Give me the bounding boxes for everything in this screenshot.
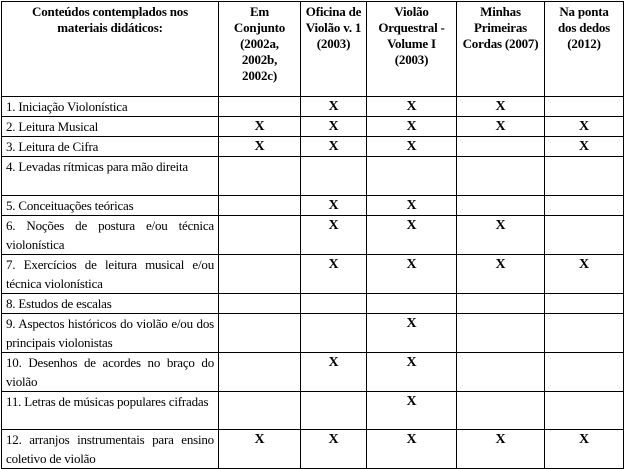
mark-cell: X	[300, 96, 367, 117]
mark-cell: X	[456, 215, 545, 255]
column-header: Minhas Primeiras Cordas (2007)	[456, 1, 545, 97]
table-row: 12. arranjos instrumentais para ensino c…	[1, 429, 624, 469]
row-label: 12. arranjos instrumentais para ensino c…	[1, 429, 219, 469]
row-label: 11. Letras de músicas populares cifradas	[1, 391, 219, 430]
mark-cell	[300, 391, 367, 430]
column-header: Violão Orquestral - Volume I (2003)	[366, 1, 457, 97]
mark-cell: X	[366, 254, 457, 294]
mark-cell	[218, 313, 301, 353]
mark-cell: X	[544, 116, 624, 137]
mark-cell	[544, 293, 624, 314]
table-row: 4. Levadas rítmicas para mão direita	[1, 156, 624, 196]
table-row: 11. Letras de músicas populares cifradas…	[1, 391, 624, 430]
mark-cell: X	[300, 136, 367, 157]
row-label: 1. Iniciação Violonística	[1, 96, 219, 117]
mark-cell	[300, 293, 367, 314]
mark-cell	[456, 156, 545, 196]
mark-cell: X	[218, 429, 301, 469]
mark-cell: X	[366, 195, 457, 216]
mark-cell	[218, 215, 301, 255]
mark-cell: X	[366, 429, 457, 469]
table-row: 10. Desenhos de acordes no braço do viol…	[1, 352, 624, 392]
mark-cell	[456, 313, 545, 353]
mark-cell: X	[300, 215, 367, 255]
mark-cell: X	[366, 136, 457, 157]
mark-cell: X	[300, 195, 367, 216]
row-label: 2. Leitura Musical	[1, 116, 219, 137]
row-label: 6. Noções de postura e/ou técnica violon…	[1, 215, 219, 255]
mark-cell: X	[300, 116, 367, 137]
column-header: Na ponta dos dedos (2012)	[544, 1, 624, 97]
mark-cell	[218, 156, 301, 196]
table-row: 8. Estudos de escalas	[1, 293, 624, 314]
mark-cell	[218, 254, 301, 294]
row-label: 4. Levadas rítmicas para mão direita	[1, 156, 219, 196]
table-row: 5. Conceituações teóricas X X	[1, 195, 624, 216]
mark-cell: X	[544, 254, 624, 294]
mark-cell	[218, 293, 301, 314]
mark-cell: X	[544, 429, 624, 469]
mark-cell	[456, 195, 545, 216]
row-label: 9. Aspectos históricos do violão e/ou do…	[1, 313, 219, 353]
mark-cell: X	[456, 254, 545, 294]
table-row: 7. Exercícios de leitura musical e/ou té…	[1, 254, 624, 294]
table-row: 9. Aspectos históricos do violão e/ou do…	[1, 313, 624, 353]
mark-cell	[300, 156, 367, 196]
mark-cell	[218, 96, 301, 117]
table-row: 6. Noções de postura e/ou técnica violon…	[1, 215, 624, 255]
mark-cell	[218, 391, 301, 430]
header-row: Conteúdos contemplados nos materiais did…	[1, 1, 624, 97]
mark-cell: X	[218, 116, 301, 137]
row-label: 10. Desenhos de acordes no braço do viol…	[1, 352, 219, 392]
mark-cell	[366, 293, 457, 314]
table-row: 2. Leitura Musical X X X X X	[1, 116, 624, 137]
mark-cell: X	[218, 136, 301, 157]
mark-cell: X	[366, 96, 457, 117]
mark-cell: X	[300, 429, 367, 469]
mark-cell	[456, 352, 545, 392]
mark-cell	[218, 352, 301, 392]
mark-cell	[544, 352, 624, 392]
mark-cell: X	[300, 352, 367, 392]
mark-cell: X	[366, 313, 457, 353]
mark-cell	[218, 195, 301, 216]
mark-cell: X	[544, 136, 624, 157]
mark-cell: X	[366, 352, 457, 392]
table-row: 1. Iniciação Violonística X X X	[1, 96, 624, 117]
mark-cell	[544, 156, 624, 196]
mark-cell	[456, 391, 545, 430]
mark-cell: X	[456, 116, 545, 137]
mark-cell: X	[456, 429, 545, 469]
mark-cell	[544, 215, 624, 255]
column-header: Conteúdos contemplados nos materiais did…	[1, 1, 219, 97]
mark-cell: X	[366, 215, 457, 255]
table-row: 3. Leitura de Cifra X X X X	[1, 136, 624, 157]
mark-cell: X	[300, 254, 367, 294]
row-label: 8. Estudos de escalas	[1, 293, 219, 314]
column-header: Em Conjunto (2002a, 2002b, 2002c)	[218, 1, 301, 97]
mark-cell	[366, 156, 457, 196]
mark-cell: X	[366, 391, 457, 430]
mark-cell	[300, 313, 367, 353]
mark-cell	[544, 391, 624, 430]
column-header: Oficina de Violão v. 1 (2003)	[300, 1, 367, 97]
row-label: 3. Leitura de Cifra	[1, 136, 219, 157]
mark-cell: X	[366, 116, 457, 137]
mark-cell	[544, 313, 624, 353]
mark-cell	[544, 96, 624, 117]
row-label: 5. Conceituações teóricas	[1, 195, 219, 216]
mark-cell: X	[456, 96, 545, 117]
row-label: 7. Exercícios de leitura musical e/ou té…	[1, 254, 219, 294]
mark-cell	[544, 195, 624, 216]
mark-cell	[456, 136, 545, 157]
mark-cell	[456, 293, 545, 314]
